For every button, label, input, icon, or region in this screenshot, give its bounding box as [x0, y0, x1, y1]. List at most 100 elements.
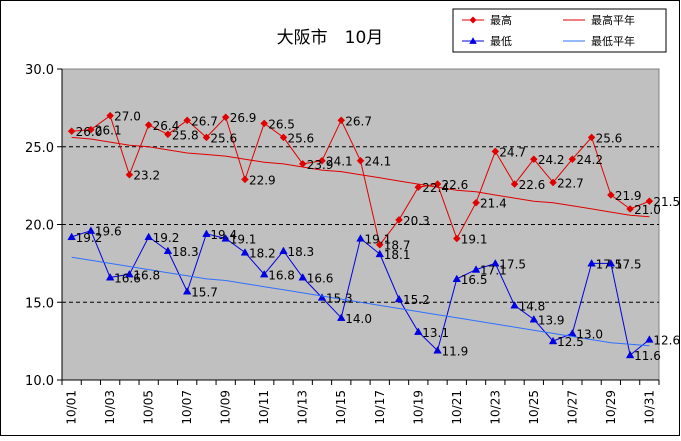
min-temp-point [394, 294, 404, 303]
min-temp-label: 19.1 [230, 232, 257, 246]
max-temp-label: 26.5 [268, 117, 295, 131]
max-temp-label: 26.0 [76, 125, 103, 139]
min-temp-point [587, 259, 596, 267]
x-tick-label: 10/03 [103, 390, 117, 425]
x-axis: 10/01 10/03 10/05 10/07 10/09 10/11 10/13 10/15… [61, 379, 660, 425]
min-temp-point [144, 232, 153, 241]
min-temp-point [471, 265, 481, 273]
min-temp-label: 17.5 [596, 257, 623, 271]
chart-title: 大阪市 10月 [277, 28, 384, 48]
min-temp-label: 11.6 [634, 349, 661, 363]
max-temp-label: 27.0 [114, 110, 141, 124]
min-temp-point [375, 249, 384, 258]
max-temp-label: 25.6 [210, 131, 237, 145]
min-temp-point [606, 259, 616, 267]
max-temp-label: 24.7 [499, 145, 526, 159]
max-temp-label: 26.4 [153, 119, 180, 133]
data-label-layer: 26.026.127.023.226.425.826.725.626.922.9… [76, 110, 680, 363]
max-temp-point [607, 191, 615, 199]
x-tick-label: 10/15 [334, 390, 348, 425]
max-temp-label: 21.9 [615, 189, 642, 203]
max-temp-point [144, 121, 153, 129]
max-temp-point [510, 180, 519, 188]
min-temp-label: 16.6 [114, 271, 141, 285]
min-temp-point [491, 259, 500, 267]
x-tick-label: 10/01 [65, 390, 79, 425]
max-temp-legend-label: 最高 [490, 13, 512, 27]
min-temp-point [86, 226, 96, 234]
max-temp-label: 23.9 [307, 158, 334, 172]
max-temp-point [202, 133, 211, 142]
max-temp-label: 24.2 [538, 153, 565, 167]
min-temp-point [548, 336, 558, 345]
max-temp-label: 19.1 [461, 232, 488, 246]
max-temp-point [568, 155, 577, 164]
max-temp-point [549, 178, 557, 187]
min-temp-label: 16.6 [307, 271, 334, 285]
legend-box [452, 8, 667, 53]
min-temp-point [298, 273, 307, 281]
max-temp-point [452, 234, 461, 243]
max-temp-point [164, 130, 172, 139]
max-temp-point [491, 147, 500, 156]
min-temp-point [125, 269, 134, 278]
min-temp-point [625, 350, 635, 359]
min-temp-label: 18.3 [172, 245, 199, 259]
min-temp-point [163, 246, 173, 255]
max-temp-point [318, 156, 326, 165]
min-temp-point [279, 246, 288, 255]
min-temp-label: 15.2 [403, 293, 430, 307]
max-temp-label: 21.4 [480, 197, 507, 211]
max-temp-label: 24.1 [365, 155, 392, 169]
x-tick-label: 10/19 [411, 390, 425, 425]
max-temp-point [395, 215, 403, 224]
min-temp-label: 19.4 [210, 228, 237, 242]
max-temp-point [626, 205, 634, 213]
min-temp-label: 17.5 [615, 257, 642, 271]
max-temp-point [645, 197, 654, 206]
max-temp-label: 22.4 [422, 181, 449, 195]
min-temp-point [317, 293, 327, 301]
y-tick-label: 30.0 [25, 63, 54, 78]
max-temp-legend-marker [469, 16, 477, 24]
min-temp-point [240, 248, 250, 256]
x-tick-label: 10/11 [257, 390, 271, 425]
max-temp-label: 26.7 [345, 114, 372, 128]
max-temp-point [375, 240, 384, 249]
y-tick-label: 15.0 [25, 296, 54, 311]
min-temp-label: 15.7 [191, 285, 218, 299]
min-temp-point [414, 327, 423, 335]
max-temp-label: 24.2 [576, 153, 603, 167]
max-temp-point [125, 170, 134, 179]
min-temp-point [529, 315, 539, 323]
min-temp-label: 14.0 [345, 312, 372, 326]
grid-layer [62, 146, 659, 303]
min-temp-label: 18.3 [287, 245, 314, 259]
x-tick-label: 10/29 [604, 390, 618, 425]
max-temp-label: 24.1 [326, 155, 353, 169]
x-tick-label: 10/31 [642, 390, 656, 425]
min-temp-point [259, 269, 269, 278]
max-temp-point [337, 116, 346, 125]
min-temp-label: 11.9 [442, 344, 469, 358]
min-temp-label: 19.2 [153, 231, 180, 245]
min-temp-normal-line [71, 256, 650, 347]
max-temp-point [260, 119, 269, 128]
x-tick-label: 10/07 [180, 390, 194, 425]
min-temp-point [452, 274, 462, 283]
x-tick-label: 10/25 [527, 390, 541, 425]
min-temp-label: 16.8 [133, 268, 160, 282]
max-temp-point [529, 155, 538, 164]
y-tick-label: 10.0 [25, 374, 54, 389]
min-temp-label: 12.6 [653, 334, 680, 348]
max-temp-label: 18.7 [384, 239, 411, 253]
x-tick-label: 10/09 [219, 390, 233, 425]
min-temp-point [221, 234, 230, 242]
min-temp-point [105, 273, 115, 281]
min-temp-legend-label: 最低 [490, 35, 512, 48]
min-temp-label: 16.5 [461, 273, 488, 287]
min-temp-label: 16.8 [268, 268, 295, 282]
max-temp-label: 26.7 [191, 114, 218, 128]
max-temp-point [67, 127, 76, 136]
